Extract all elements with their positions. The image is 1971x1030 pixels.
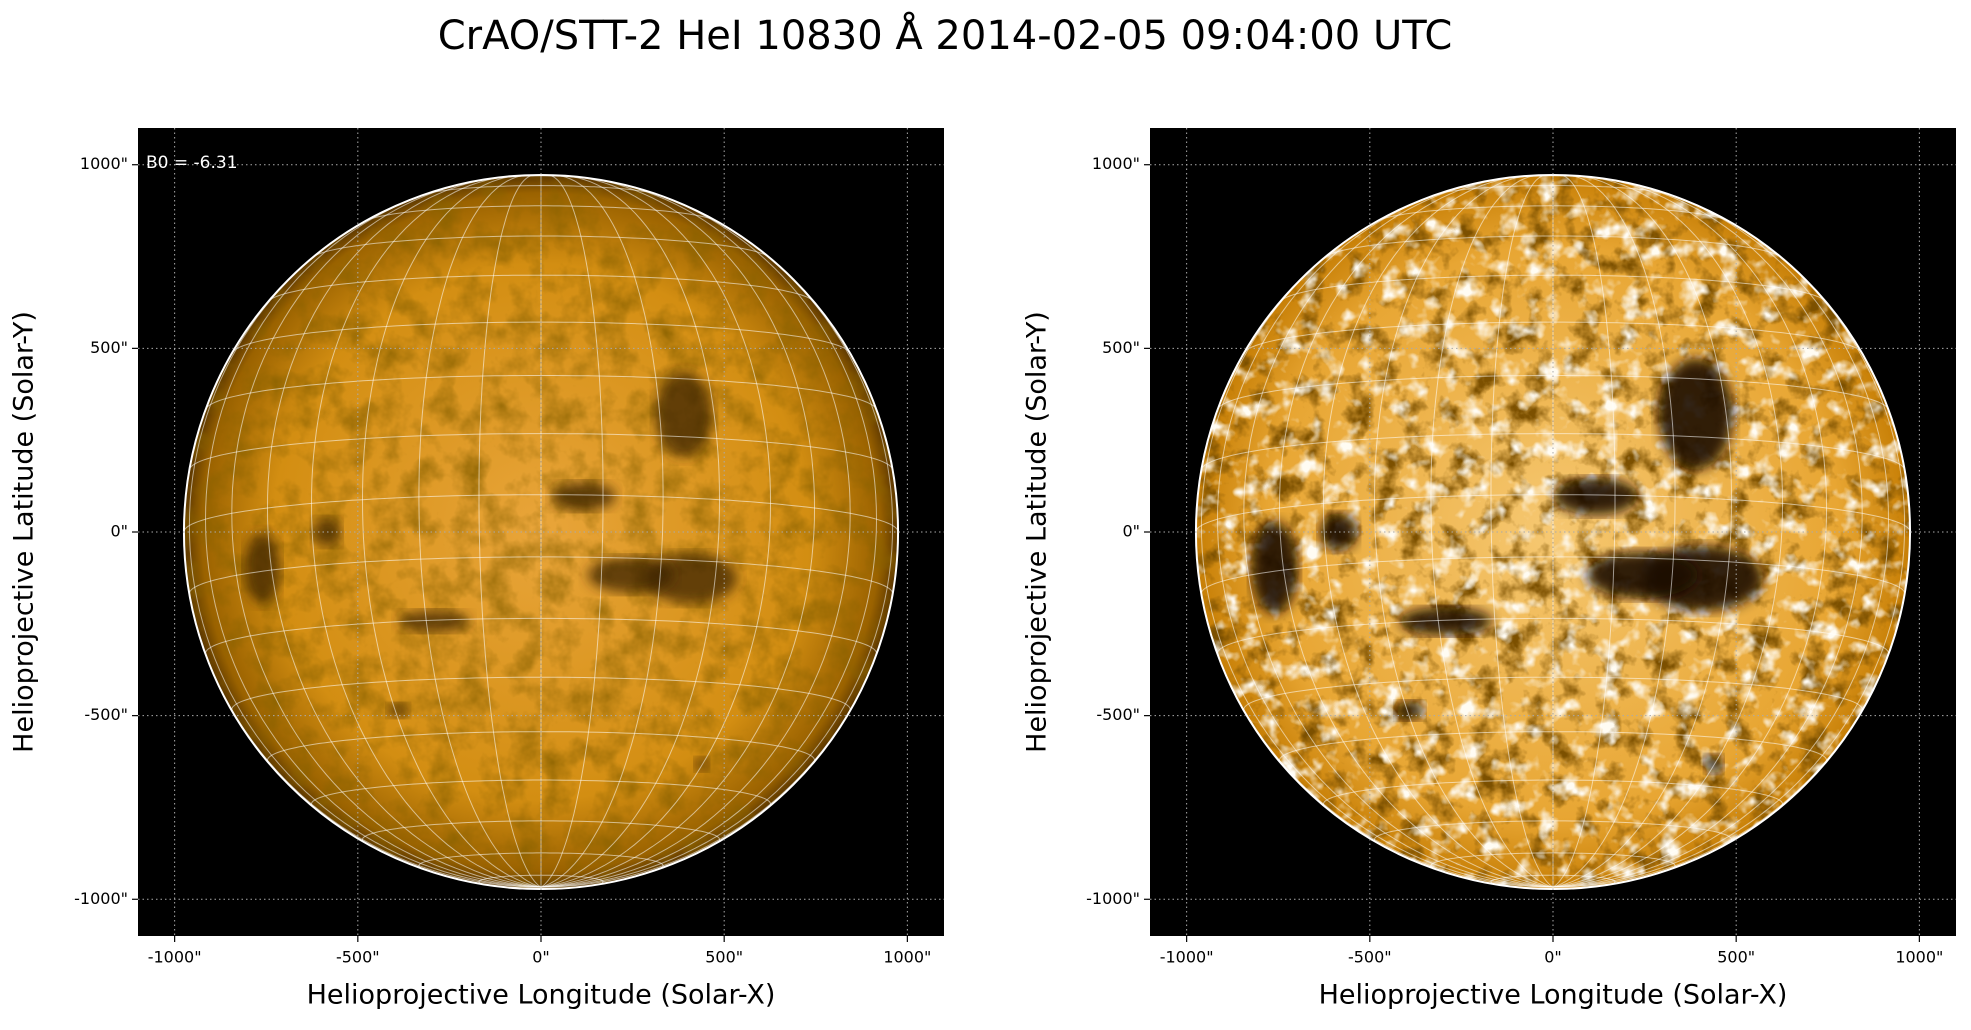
filament [1704, 754, 1723, 774]
y-tick-label: -1000" [1086, 889, 1140, 908]
x-tick-label: 0" [532, 948, 550, 967]
panel: -1000" -500" 0" 500" 1000" -1000" -500" 0" 500" 1… [1022, 128, 1956, 1011]
filament [244, 532, 281, 604]
heliographic-grid [1373, 820, 1733, 844]
heliographic-grid [1552, 174, 1616, 888]
heliographic-grid [540, 177, 816, 888]
heliographic-grid [1280, 274, 1826, 302]
heliographic-grid [1201, 433, 1905, 470]
heliographic-grid [188, 226, 542, 888]
y-tick-label: 500" [90, 338, 128, 357]
heliographic-grid [1436, 184, 1670, 195]
filament [398, 610, 470, 632]
x-tick-label: -500" [1348, 948, 1392, 967]
x-tick-label: 1000" [883, 948, 931, 967]
panel: -1000" -500" 0" 500" 1000" -1000" -500" 0" 500" 1… [9, 128, 944, 1011]
heliographic-grid [1216, 617, 1890, 655]
heliographic-grid [361, 820, 721, 844]
heliographic-grid [478, 174, 542, 888]
heliographic-grid [1552, 175, 1733, 888]
heliographic-grid [540, 226, 894, 888]
heliographic-grid [1200, 226, 1554, 888]
x-tick-label: -1000" [148, 948, 202, 967]
filament [1320, 513, 1358, 551]
filament [551, 482, 616, 511]
heliographic-grid [1552, 177, 1828, 888]
heliographic-grid [1552, 175, 1784, 888]
heliographic-grid [268, 274, 814, 302]
figure-title: CrAO/STT-2 HeI 10830 Å 2014-02-05 09:04:… [438, 11, 1453, 59]
heliographic-grid [310, 779, 772, 807]
x-tick-label: -500" [336, 948, 380, 967]
y-axis-label: Helioprojective Latitude (Solar-Y) [9, 311, 40, 753]
y-axis-label: Helioprojective Latitude (Solar-Y) [1022, 311, 1053, 753]
heliographic-grid [204, 617, 878, 655]
heliographic-grid [418, 175, 542, 888]
heliographic-grid [1490, 174, 1554, 888]
filament [1251, 521, 1298, 615]
x-axis-label: Helioprojective Longitude (Solar-X) [1319, 980, 1788, 1011]
x-tick-label: 0" [1544, 948, 1562, 967]
heliographic-grid [1322, 779, 1784, 807]
y-tick-label: 1000" [1092, 154, 1140, 173]
heliographic-grid [204, 189, 542, 888]
heliographic-grid [266, 177, 542, 888]
filament [587, 556, 674, 593]
y-tick-label: 1000" [80, 154, 128, 173]
x-axis-label: Helioprojective Longitude (Solar-X) [307, 980, 776, 1011]
filament [1554, 477, 1638, 515]
heliographic-grid [1552, 226, 1906, 888]
heliographic-grid [540, 175, 772, 888]
heliographic-grid [540, 174, 604, 888]
y-tick-label: 500" [1102, 338, 1140, 357]
filament [1586, 551, 1698, 599]
filament [1396, 701, 1425, 720]
heliographic-grid [1373, 175, 1554, 888]
filament [1658, 358, 1733, 470]
y-tick-label: -500" [84, 705, 128, 724]
heliographic-grid [189, 433, 893, 470]
filament [387, 703, 409, 718]
heliographic-grid [424, 184, 658, 195]
x-tick-label: 500" [1717, 948, 1755, 967]
y-tick-label: 0" [110, 522, 128, 541]
heliographic-grid [1552, 175, 1676, 888]
y-tick-label: -500" [1096, 705, 1140, 724]
filament [694, 756, 709, 772]
filament [312, 517, 342, 547]
heliographic-grid [1430, 175, 1554, 888]
filament [655, 371, 713, 458]
filament [1399, 607, 1493, 636]
heliographic-grid [540, 175, 664, 888]
heliographic-grid [540, 175, 721, 888]
heliographic-grid [1278, 177, 1554, 888]
filament [644, 553, 738, 604]
heliographic-grid [1195, 494, 1911, 533]
heliographic-grid [1216, 189, 1554, 888]
heliographic-grid [183, 494, 899, 533]
heliographic-grid [1552, 189, 1890, 888]
solar-image [1195, 174, 1911, 890]
x-tick-label: -1000" [1160, 948, 1214, 967]
x-tick-label: 500" [705, 948, 743, 967]
solar-image [183, 174, 899, 890]
y-tick-label: -1000" [74, 889, 128, 908]
heliographic-grid [310, 175, 542, 888]
heliographic-grid [1322, 175, 1554, 888]
annotation: B0 = -6.31 [146, 153, 238, 173]
y-tick-label: 0" [1122, 522, 1140, 541]
x-tick-label: 1000" [1895, 948, 1943, 967]
heliographic-grid [361, 175, 542, 888]
heliographic-grid [540, 189, 878, 888]
